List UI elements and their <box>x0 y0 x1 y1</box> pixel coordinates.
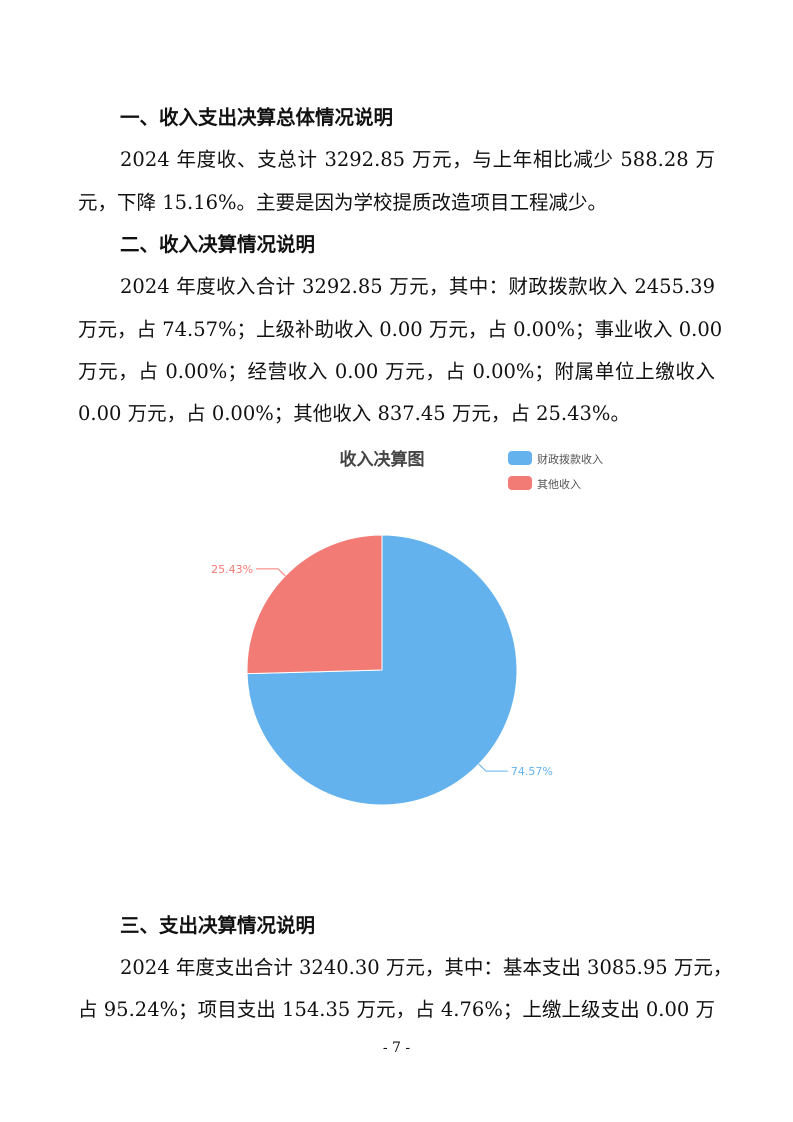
legend-swatch[interactable] <box>508 451 532 465</box>
page-number: - 7 - <box>382 1040 411 1056</box>
paragraph-line: 0.00 万元，占 0.00%；其他收入 837.45 万元，占 25.43%。 <box>78 402 630 425</box>
paragraph-line: 2024 年度支出合计 3240.30 万元，其中：基本支出 3085.95 万… <box>120 956 733 979</box>
paragraph-line: 元，下降 15.16%。主要是因为学校提质改造项目工程减少。 <box>78 191 608 214</box>
paragraph-line: 2024 年度收入合计 3292.85 万元，其中：财政拨款收入 2455.39 <box>120 275 715 298</box>
paragraph-line: 2024 年度收、支总计 3292.85 万元，与上年相比减少 588.28 万 <box>120 148 715 171</box>
paragraph-line: 万元，占 74.57%；上级补助收入 0.00 万元，占 0.00%；事业收入 … <box>78 318 723 341</box>
paragraph-line: 占 95.24%；项目支出 154.35 万元，占 4.76%；上缴上级支出 0… <box>78 998 715 1021</box>
chart-title: 收入决算图 <box>340 449 425 470</box>
pie-slice <box>246 534 383 675</box>
legend-swatch[interactable] <box>508 476 532 490</box>
slice-label: 25.43% <box>211 563 253 576</box>
slice-label: 74.57% <box>511 765 553 778</box>
section-heading-1: 一、收入支出决算总体情况说明 <box>120 106 394 129</box>
legend-label[interactable]: 财政拨款收入 <box>537 452 603 466</box>
paragraph-line: 万元，占 0.00%；经营收入 0.00 万元，占 0.00%；附属单位上缴收入 <box>78 360 715 383</box>
section-heading-3: 三、支出决算情况说明 <box>120 914 316 937</box>
label-leader-line <box>256 568 286 577</box>
label-leader-line <box>478 763 508 772</box>
section-heading-2: 二、收入决算情况说明 <box>120 233 316 256</box>
legend-label[interactable]: 其他收入 <box>537 477 581 491</box>
